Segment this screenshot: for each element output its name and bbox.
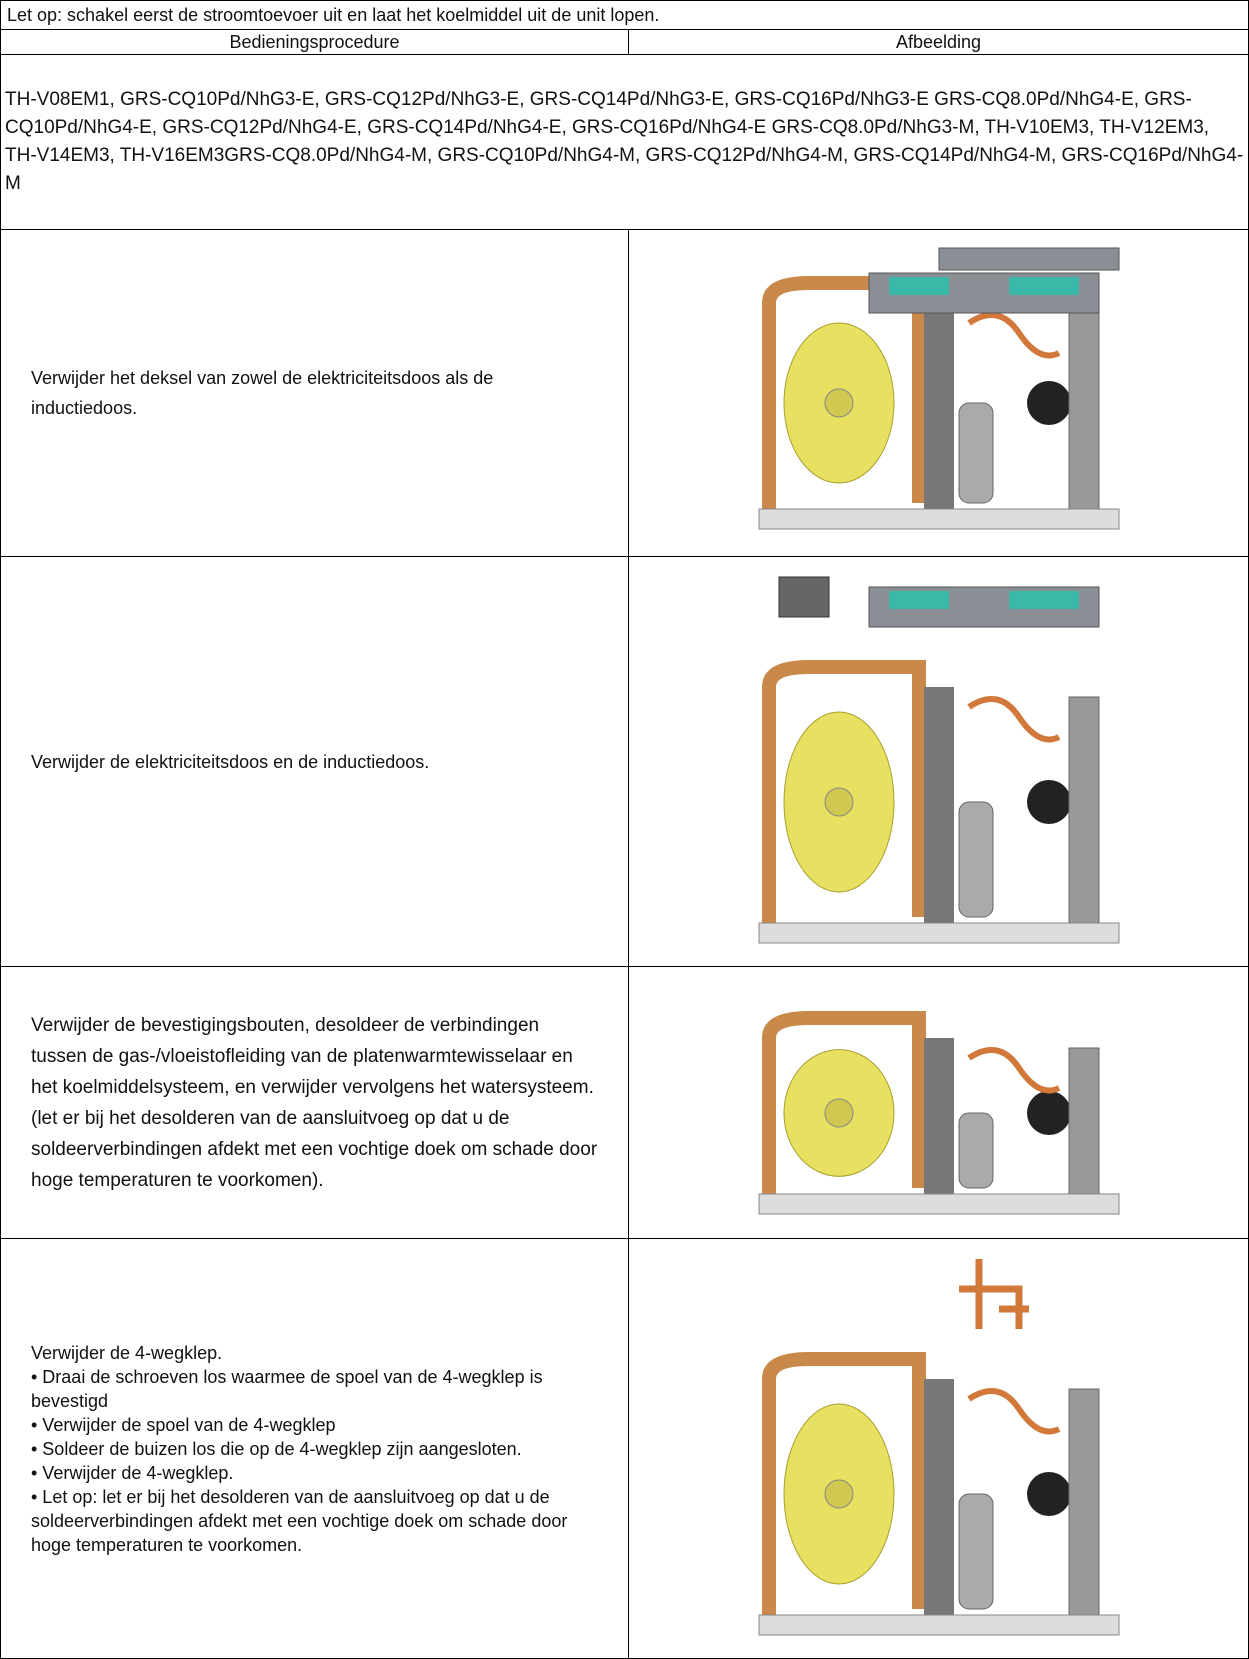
induction-box — [778, 576, 829, 617]
tank — [1026, 1471, 1071, 1516]
fan-hub — [824, 1479, 853, 1508]
tank — [1026, 779, 1071, 824]
partition — [923, 1378, 954, 1619]
unit-illustration — [758, 247, 1119, 530]
pipes — [966, 695, 1060, 742]
step-image — [628, 1238, 1249, 1659]
four-way-valve — [958, 1258, 1029, 1329]
step-text: Verwijder de bevestigingsbouten, desolde… — [0, 966, 629, 1239]
pcb — [1008, 590, 1079, 609]
tank — [1026, 381, 1071, 425]
step-image — [628, 556, 1249, 967]
base-pan — [758, 922, 1119, 943]
pcb — [888, 277, 949, 295]
compressor — [958, 1493, 993, 1609]
unit-illustration — [758, 576, 1119, 943]
side-panel — [1068, 696, 1099, 927]
pcb — [888, 590, 949, 609]
side-panel — [1068, 312, 1099, 514]
model-list: TH-V08EM1, GRS-CQ10Pd/NhG3-E, GRS-CQ12Pd… — [0, 54, 1249, 230]
pipes — [966, 1387, 1060, 1434]
step-line: • Draai de schroeven los waarmee de spoe… — [31, 1366, 543, 1411]
partition — [923, 303, 954, 513]
condenser-coil — [761, 659, 926, 927]
step-line: Verwijder de bevestigingsbouten, desolde… — [31, 1014, 598, 1191]
condenser-coil — [761, 276, 926, 513]
unit-illustration — [758, 1258, 1119, 1635]
pipes — [966, 312, 1060, 359]
compressor — [958, 402, 993, 504]
step-line: Verwijder de 4-wegklep. — [31, 1342, 223, 1363]
tank — [1026, 1090, 1071, 1135]
step-line: Verwijder het deksel van zowel de elektr… — [31, 368, 494, 418]
partition — [923, 686, 954, 927]
step-line: • Verwijder de 4-wegklep. — [31, 1462, 234, 1483]
partition — [923, 1037, 954, 1198]
step-text: Verwijder de 4-wegklep. • Draai de schroe… — [0, 1238, 629, 1659]
condenser-coil — [761, 1010, 926, 1198]
fan-hub — [824, 1098, 853, 1127]
column-header: Afbeelding — [628, 29, 1249, 55]
step-line: Verwijder de elektriciteitsdoos en de in… — [31, 751, 430, 772]
step-text: Verwijder de elektriciteitsdoos en de in… — [0, 556, 629, 967]
base-pan — [758, 508, 1119, 530]
condenser-coil — [761, 1351, 926, 1619]
step-line: • Let op: let er bij het desolderen van … — [31, 1486, 568, 1555]
side-panel — [1068, 1047, 1099, 1198]
fan-hub — [824, 388, 853, 418]
base-pan — [758, 1614, 1119, 1635]
step-line: • Verwijder de spoel van de 4-wegklep — [31, 1414, 336, 1435]
step-text: Verwijder het deksel van zowel de elektr… — [0, 229, 629, 557]
cover — [938, 247, 1119, 271]
compressor — [958, 1112, 993, 1188]
pcb — [1008, 277, 1079, 295]
step-line: • Soldeer de buizen los die op de 4-wegk… — [31, 1438, 522, 1459]
column-header: Bedieningsprocedure — [0, 29, 629, 55]
base-pan — [758, 1193, 1119, 1214]
compressor — [958, 801, 993, 917]
side-panel — [1068, 1388, 1099, 1619]
fan-hub — [824, 787, 853, 816]
pipes — [966, 1046, 1060, 1093]
step-image — [628, 966, 1249, 1239]
unit-illustration — [758, 1010, 1119, 1214]
step-image — [628, 229, 1249, 557]
warning-note: Let op: schakel eerst de stroomtoevoer u… — [0, 0, 1249, 30]
